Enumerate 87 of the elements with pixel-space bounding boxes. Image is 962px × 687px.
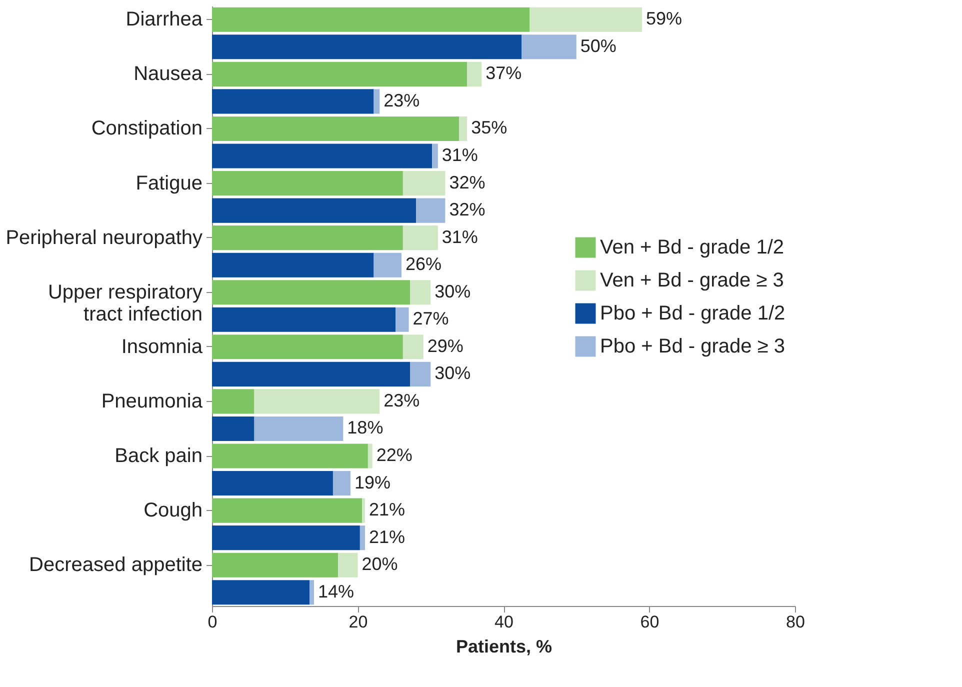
bar [374, 89, 380, 114]
total-label: 50% [580, 36, 616, 56]
y-tick-label: Constipation [91, 118, 202, 140]
bar [212, 580, 310, 605]
y-tick-label: Peripheral neuropathy [6, 226, 202, 249]
total-label: 23% [384, 390, 420, 410]
bar [402, 334, 424, 360]
bar [374, 252, 402, 278]
x-tick-label: 40 [494, 612, 514, 632]
bar [212, 7, 530, 32]
y-tick-label: Nausea [134, 63, 204, 86]
bar [212, 307, 396, 332]
x-tick-label: 20 [348, 612, 368, 632]
total-label: 26% [405, 254, 442, 274]
bar [432, 144, 438, 168]
bar [459, 116, 468, 141]
x-tick-label: 80 [786, 612, 805, 632]
y-tick-label: Insomnia [121, 336, 204, 358]
bar [410, 280, 431, 305]
bar [368, 444, 372, 468]
y-tick-label: Cough [144, 500, 202, 522]
y-tick-label: Pneumonia [101, 390, 204, 412]
total-label: 30% [434, 363, 471, 384]
bar [212, 171, 403, 196]
bar [416, 198, 446, 223]
total-label: 59% [646, 8, 682, 29]
bar [362, 498, 366, 523]
total-label: 32% [449, 200, 486, 220]
bar [254, 389, 380, 414]
y-tick-label: Diarrhea [126, 8, 204, 31]
bar [212, 389, 254, 414]
y-tick-label: Back pain [114, 445, 202, 467]
bar [212, 334, 403, 360]
y-tick-label: Upper respiratory tract infection [48, 281, 202, 326]
y-tick-label: Decreased appetite [29, 554, 202, 576]
legend-label: Ven + Bd - grade ≥ 3 [600, 270, 784, 292]
bar [212, 280, 410, 305]
bar [310, 580, 314, 605]
total-label: 18% [347, 418, 384, 438]
legend-label: Pbo + Bd - grade 1/2 [600, 302, 786, 324]
total-label: 29% [427, 336, 464, 356]
bar [332, 471, 350, 496]
bar [212, 89, 374, 114]
bar [212, 498, 362, 523]
total-label: 23% [384, 90, 420, 110]
total-label: 35% [471, 118, 508, 138]
total-label: 31% [442, 145, 478, 165]
total-label: 31% [442, 226, 478, 247]
bar [212, 62, 468, 86]
legend-label: Ven + Bd - grade 1/2 [600, 236, 784, 258]
bar [212, 444, 368, 468]
bar [212, 198, 416, 223]
bar [212, 144, 432, 168]
total-label: 30% [434, 281, 471, 302]
bar [212, 116, 460, 141]
x-axis-title: Patients, % [456, 636, 552, 656]
y-tick-label: Fatigue [136, 172, 202, 194]
total-label: 27% [412, 308, 449, 329]
total-label: 20% [362, 554, 398, 574]
bar [212, 226, 403, 250]
total-label: 37% [486, 63, 522, 84]
x-tick-label: 0 [208, 612, 218, 632]
bar [212, 416, 254, 441]
bar [522, 34, 576, 60]
x-tick-label: 60 [640, 612, 660, 632]
bar [410, 362, 431, 386]
bar [402, 171, 446, 196]
bar [212, 34, 522, 60]
bar [402, 226, 438, 250]
bar [467, 62, 482, 86]
bar [360, 526, 366, 550]
total-label: 32% [449, 172, 486, 192]
bar [212, 552, 338, 578]
bar [212, 471, 333, 496]
total-label: 21% [369, 526, 406, 547]
total-label: 21% [369, 500, 406, 520]
legend-label: Pbo + Bd - grade ≥ 3 [600, 336, 785, 358]
bar [254, 416, 344, 441]
total-label: 14% [318, 581, 354, 602]
bar [212, 362, 410, 386]
total-label: 22% [376, 445, 412, 465]
bar [212, 252, 374, 278]
bar [212, 526, 360, 550]
bar [338, 552, 358, 578]
total-label: 19% [354, 472, 390, 492]
bar [530, 7, 642, 32]
bar [396, 307, 409, 332]
